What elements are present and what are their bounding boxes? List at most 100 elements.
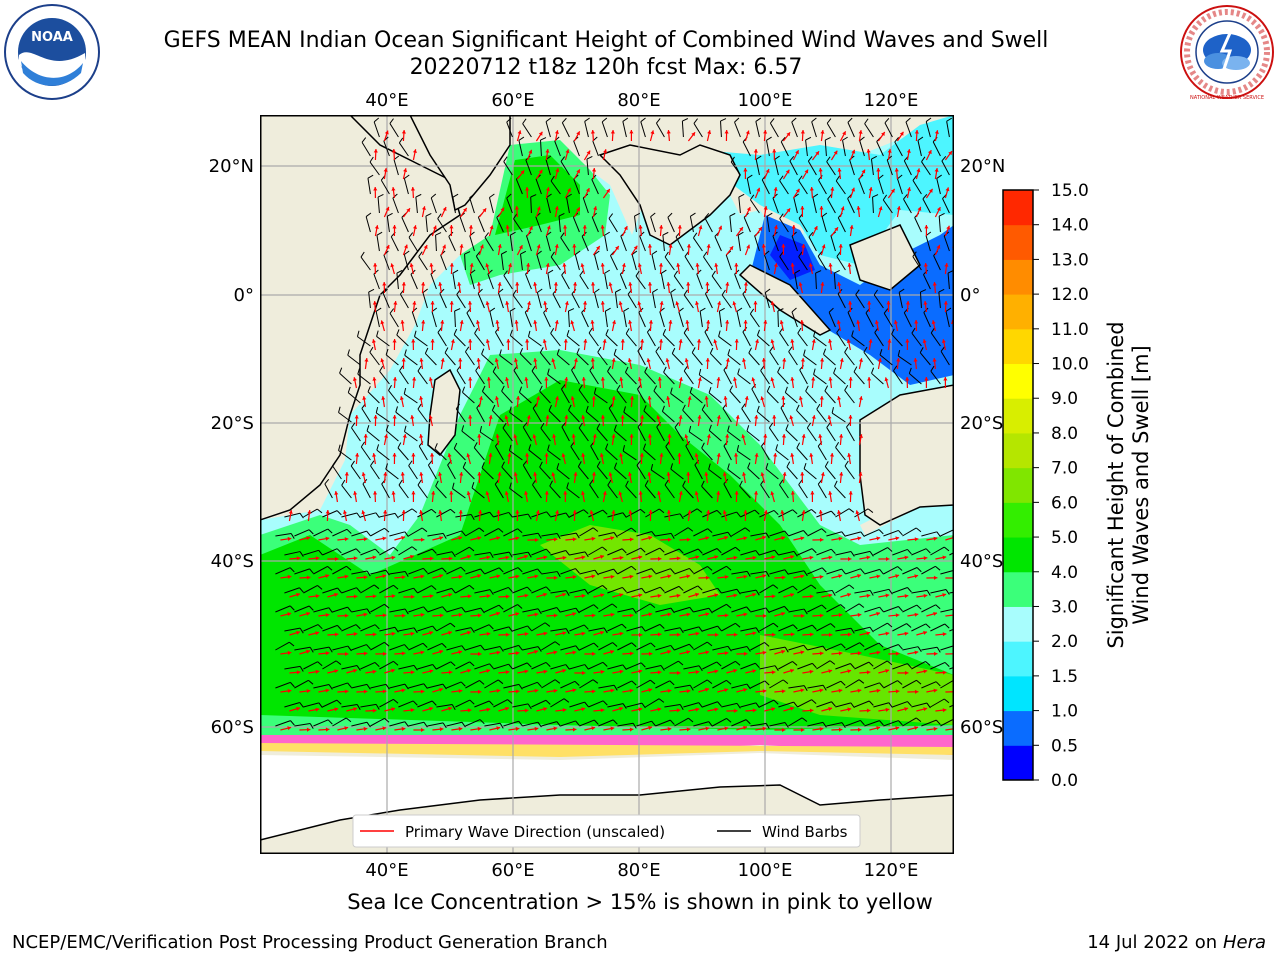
wind-barb	[683, 585, 703, 594]
x-tick-label-top-2: 80°E	[617, 90, 660, 111]
footer-date-text: 14 Jul 2022 on	[1087, 932, 1223, 953]
wind-barb	[465, 568, 485, 575]
colorbar-segment-3	[1003, 641, 1033, 677]
wind-barb	[923, 269, 931, 290]
wind-barb	[626, 508, 646, 518]
wind-barb	[921, 156, 931, 176]
wind-barb	[604, 307, 611, 328]
wind-barb	[912, 251, 922, 271]
wind-barb	[769, 118, 779, 138]
wind-barb	[655, 346, 665, 366]
wind-barb	[596, 423, 608, 442]
wind-barbs	[275, 117, 969, 729]
wind-barb	[351, 530, 371, 537]
wind-barb	[663, 366, 675, 385]
wind-barb	[422, 288, 428, 309]
wind-barb	[938, 288, 945, 309]
wind-barb	[643, 405, 656, 423]
wind-barb	[303, 549, 323, 556]
x-tick-label-top-4: 120°E	[864, 90, 919, 111]
wind-barb	[367, 174, 374, 195]
wind-barb	[561, 384, 570, 404]
wind-barb	[493, 586, 513, 594]
colorbar-segment-11	[1003, 363, 1033, 399]
wind-barb	[398, 587, 418, 594]
wind-barb	[637, 346, 646, 366]
wind-barb	[712, 531, 732, 538]
wind-barb	[816, 589, 836, 596]
wind-barb	[365, 212, 372, 233]
wind-barb	[616, 384, 627, 404]
wind-barb	[682, 404, 694, 423]
wind-barb	[788, 570, 808, 577]
wind-barb	[598, 531, 618, 538]
wind-barb	[826, 531, 846, 537]
wind-barb	[436, 508, 456, 518]
wind-barb	[322, 510, 342, 518]
wind-barb	[911, 548, 931, 556]
wind-barb	[385, 348, 399, 366]
wind-barb	[509, 482, 523, 499]
wind-barb	[779, 213, 789, 233]
wind-barb	[294, 529, 314, 537]
wind-barb	[389, 308, 399, 328]
noaa-logo-text: NOAA	[31, 30, 73, 45]
wind-barb	[598, 568, 618, 575]
sea-ice-yellow	[260, 743, 954, 757]
wind-barb	[360, 251, 371, 271]
wind-barb	[835, 550, 855, 557]
wind-barb	[503, 156, 513, 176]
wind-barb	[797, 327, 808, 347]
noaa-logo: NOAA	[4, 4, 100, 100]
wind-barb	[701, 480, 713, 499]
wind-barb	[509, 231, 516, 252]
wind-barb	[622, 117, 629, 138]
wind-barb	[275, 605, 295, 613]
wind-barb	[736, 444, 751, 461]
wind-barb	[294, 568, 314, 575]
wind-barb	[664, 479, 675, 499]
wind-barb	[911, 327, 922, 347]
wind-barb	[693, 566, 713, 575]
wind-barb	[650, 463, 665, 480]
wind-barb	[370, 569, 390, 576]
map-panel: Primary Wave Direction (unscaled) Wind B…	[259, 114, 969, 855]
colorbar-tick-label-3: 1.5	[1051, 667, 1078, 687]
wind-barb	[613, 348, 627, 366]
wind-barb	[908, 367, 922, 385]
wind-barb	[779, 175, 789, 195]
wind-barb	[439, 288, 447, 309]
wind-barb	[851, 330, 865, 347]
wind-barb	[569, 588, 589, 595]
wind-barb	[532, 403, 542, 423]
wind-barb	[589, 479, 599, 499]
wind-barb	[453, 442, 466, 461]
wind-barb	[376, 231, 383, 252]
wind-barb	[824, 385, 836, 404]
wind-barb	[461, 425, 475, 442]
wind-barb	[759, 509, 779, 518]
wind-barb	[921, 565, 941, 575]
colorbar-tick-label-10: 8.0	[1051, 424, 1078, 444]
wind-barb	[473, 442, 485, 461]
colorbar-label-line1: Significant Height of Combined	[1104, 321, 1128, 648]
wind-barb	[379, 365, 390, 385]
wind-barb	[893, 365, 903, 385]
wind-barb	[528, 444, 542, 461]
wind-barb	[750, 571, 770, 577]
wind-barb	[506, 193, 513, 214]
wind-barb	[566, 482, 580, 499]
wind-barb	[665, 441, 675, 461]
wind-barb	[539, 385, 551, 404]
footer-branch: NCEP/EMC/Verification Post Processing Pr…	[12, 932, 608, 953]
wind-barb	[389, 118, 399, 138]
wind-barb	[481, 462, 494, 480]
wind-barb	[481, 348, 494, 366]
wind-barb	[734, 117, 741, 138]
wind-barb	[721, 588, 741, 595]
wind-barb	[702, 587, 722, 594]
wind-barb	[864, 118, 874, 138]
wind-barb	[702, 548, 722, 556]
wind-barb	[872, 194, 879, 214]
wind-barb	[791, 117, 798, 138]
